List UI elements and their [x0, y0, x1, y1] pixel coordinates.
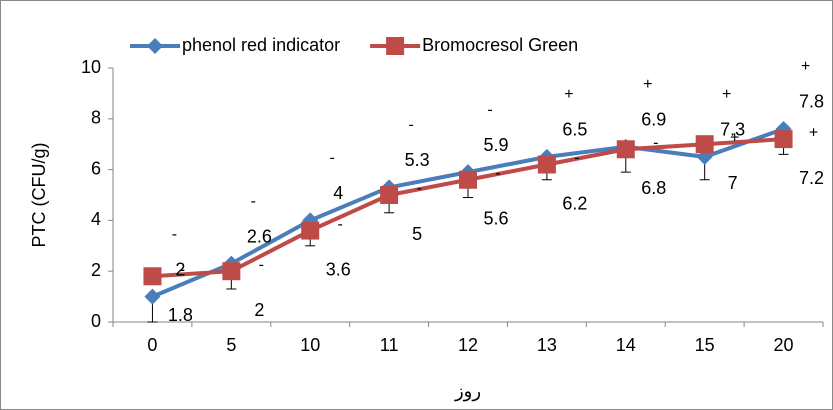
x-tick-label: 12 [458, 335, 478, 355]
sign-annotation: - [251, 193, 256, 210]
legend-marker [147, 38, 163, 54]
data-label: 6.8 [641, 178, 666, 198]
sign-annotation: - [574, 150, 579, 167]
sign-annotation: - [408, 117, 413, 134]
sign-annotation: + [801, 58, 810, 75]
y-tick-label: 4 [91, 209, 101, 229]
data-label: 2.6 [247, 226, 272, 246]
marker [774, 130, 793, 149]
x-tick-label: 11 [380, 335, 399, 355]
data-label: 7.8 [799, 92, 824, 112]
y-tick-label: 10 [81, 57, 101, 77]
data-label: 5.9 [483, 135, 508, 155]
y-axis-title: PTC (CFU/g) [29, 143, 49, 248]
data-label: 2 [175, 259, 185, 279]
marker [616, 140, 635, 159]
data-label: 2 [254, 300, 264, 320]
x-tick-label: 20 [774, 335, 794, 355]
marker [380, 186, 399, 204]
data-label: 7.2 [799, 168, 824, 188]
sign-annotation: - [487, 101, 492, 118]
data-label: 5 [412, 224, 422, 244]
sign-annotation: - [330, 150, 335, 167]
sign-annotation: + [722, 86, 731, 103]
data-label: 5.3 [405, 150, 430, 170]
sign-annotation: + [643, 76, 652, 93]
data-label: 3.6 [326, 259, 351, 279]
data-label: 6.5 [562, 120, 587, 140]
legend-label: Bromocresol Green [422, 35, 578, 55]
x-tick-label: 13 [537, 335, 557, 355]
marker [144, 288, 161, 305]
legend-marker [386, 37, 405, 55]
y-tick-label: 0 [91, 311, 101, 331]
y-tick-label: 6 [91, 158, 101, 178]
data-label: 1.8 [168, 305, 193, 325]
x-tick-label: 0 [147, 335, 157, 355]
sign-annotation: - [180, 261, 185, 278]
sign-annotation: - [172, 226, 177, 243]
x-axis-title: روز [454, 381, 481, 402]
sign-annotation: + [809, 124, 818, 141]
sign-annotation: - [338, 216, 343, 233]
marker [459, 170, 477, 189]
y-tick-label: 2 [91, 260, 101, 280]
sign-annotation: - [416, 180, 421, 197]
marker [143, 267, 162, 286]
marker [301, 221, 320, 240]
sign-annotation: - [653, 134, 658, 151]
x-tick-label: 14 [616, 335, 636, 355]
sign-annotation: + [564, 86, 573, 103]
legend-label: phenol red indicator [182, 35, 340, 55]
marker [537, 155, 556, 174]
sign-annotation: + [730, 129, 739, 146]
x-tick-label: 15 [695, 335, 715, 355]
x-tick-label: 5 [226, 335, 236, 355]
marker [222, 262, 241, 281]
data-label: 6.2 [562, 193, 587, 213]
data-label: 6.9 [641, 109, 666, 129]
y-tick-label: 8 [91, 108, 101, 128]
data-label: 7 [728, 173, 738, 193]
data-label: 7.3 [720, 120, 745, 140]
data-label: 5.6 [483, 209, 508, 229]
sign-annotation: - [259, 256, 264, 273]
marker [695, 135, 714, 154]
sign-annotation: - [495, 165, 500, 182]
x-tick-label: 10 [300, 335, 320, 355]
data-label: 4 [333, 183, 343, 203]
